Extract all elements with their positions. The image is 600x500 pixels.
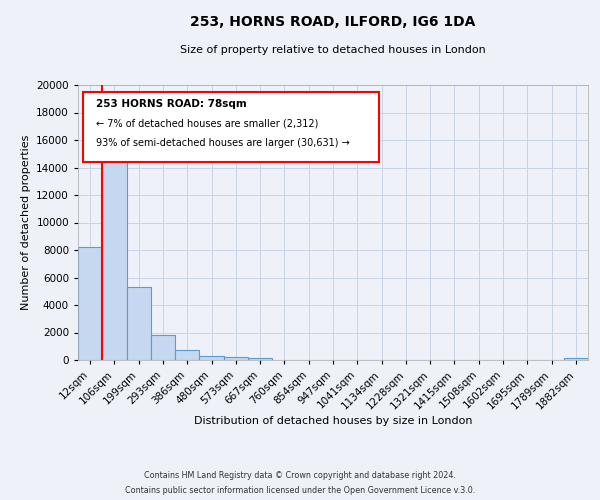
Y-axis label: Number of detached properties: Number of detached properties — [20, 135, 31, 310]
Bar — [564, 358, 588, 360]
Bar — [199, 356, 224, 360]
X-axis label: Distribution of detached houses by size in London: Distribution of detached houses by size … — [194, 416, 472, 426]
Text: Contains HM Land Registry data © Crown copyright and database right 2024.: Contains HM Land Registry data © Crown c… — [144, 471, 456, 480]
Text: 253, HORNS ROAD, ILFORD, IG6 1DA: 253, HORNS ROAD, ILFORD, IG6 1DA — [190, 15, 476, 29]
Bar — [248, 358, 272, 360]
Text: ← 7% of detached houses are smaller (2,312): ← 7% of detached houses are smaller (2,3… — [96, 118, 318, 128]
Bar — [102, 133, 127, 360]
Text: 93% of semi-detached houses are larger (30,631) →: 93% of semi-detached houses are larger (… — [96, 138, 350, 148]
Bar — [127, 287, 151, 360]
Text: Contains public sector information licensed under the Open Government Licence v.: Contains public sector information licen… — [125, 486, 475, 495]
Text: Size of property relative to detached houses in London: Size of property relative to detached ho… — [180, 45, 486, 55]
FancyBboxPatch shape — [83, 92, 379, 162]
Bar — [224, 356, 248, 360]
Bar — [78, 247, 102, 360]
Bar — [175, 350, 199, 360]
Bar — [151, 335, 175, 360]
Text: 253 HORNS ROAD: 78sqm: 253 HORNS ROAD: 78sqm — [96, 99, 247, 109]
